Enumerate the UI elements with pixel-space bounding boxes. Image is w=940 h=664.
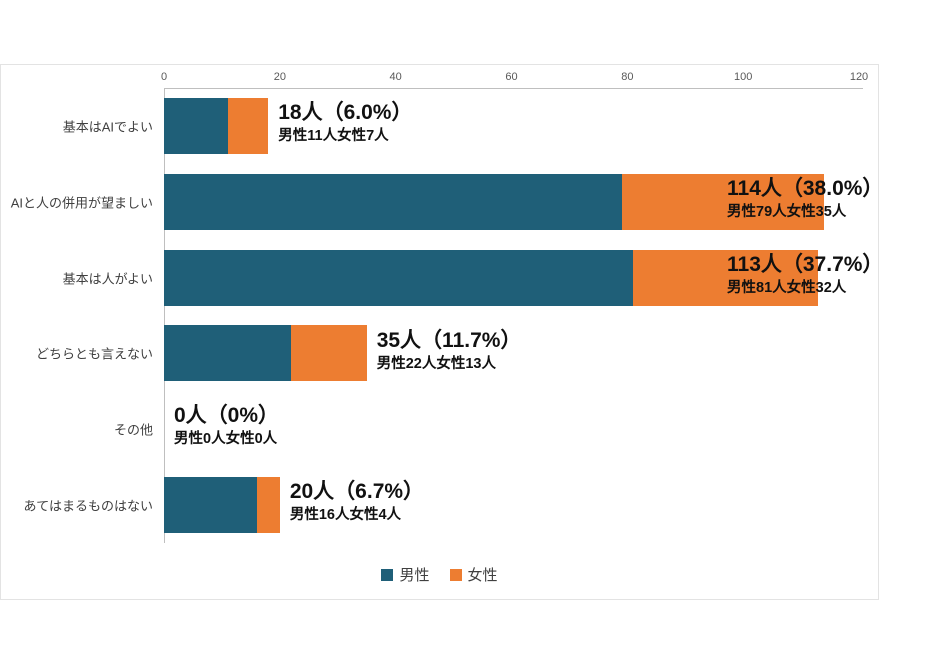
value-label: 114人（38.0%） 男性79人女性35人 (727, 176, 883, 222)
bar-segment-female (633, 249, 819, 306)
bar-row (164, 249, 819, 306)
legend-swatch-icon (381, 568, 394, 581)
x-tick-label: 100 (733, 71, 753, 83)
y-axis-line (164, 88, 165, 543)
bar-segment-male (164, 325, 292, 382)
x-tick-label: 40 (389, 71, 402, 83)
value-label-sub: 男性11人女性7人 (278, 128, 389, 144)
legend-item-female: 女性 (449, 564, 498, 585)
bar-row (164, 173, 825, 230)
value-label: 35人（11.7%） 男性22人女性13人 (377, 328, 522, 374)
bar-segment-female (227, 97, 269, 154)
legend-item-male: 男性 (381, 564, 430, 585)
category-label: その他 (113, 422, 153, 438)
value-label: 0人（0%） 男性0人女性0人 (174, 403, 279, 449)
value-label-main: 0人（0%） (174, 404, 280, 428)
x-tick-label: 0 (160, 71, 168, 83)
bar-segment-female (291, 325, 367, 382)
legend-label: 女性 (467, 567, 498, 584)
chart-frame: 0 20 40 60 80 100 120 基本はAIでよい AIと人の併用が望ましい基本は人… (0, 64, 883, 600)
x-tick-label: 20 (273, 71, 286, 83)
bar-segment-male (164, 173, 622, 230)
legend-label: 男性 (399, 567, 430, 584)
bar-segment-male (164, 97, 228, 154)
bar-row (164, 97, 269, 154)
x-tick-label: 120 (849, 71, 869, 83)
bar-row (164, 477, 280, 534)
value-label-sub: 男性0人女性0人 (174, 431, 278, 448)
bar-segment-male (164, 249, 634, 306)
value-label: 113人（37.7%） 男性81人女性32人 (727, 252, 883, 298)
category-label: 基本はAIでよい (62, 119, 153, 135)
value-label-sub: 男性16人女性4人 (289, 507, 402, 524)
value-label: 20人（6.7%） 男性16人女性4人 (290, 479, 424, 525)
bar-row (164, 325, 367, 382)
bar-segment-male (164, 477, 257, 534)
value-label-main: 18人（6.0%） (278, 101, 413, 124)
x-tick-label: 60 (505, 71, 518, 83)
value-label-main: 35人（11.7%） (376, 328, 522, 352)
value-label-sub: 男性22人女性13人 (376, 355, 496, 372)
value-label-sub: 男性81人女性32人 (727, 279, 847, 296)
x-axis-line (164, 88, 863, 89)
category-label: AIと人の併用が望ましい (10, 195, 153, 211)
bar-segment-female (256, 477, 280, 534)
x-tick-label: 80 (621, 71, 634, 83)
category-label: どちらとも言えない (35, 346, 153, 362)
value-label-main: 20人（6.7%） (289, 480, 425, 504)
value-label: 18人（6.0%） 男性11人女性7人 (278, 100, 412, 146)
legend: 男性 女性 (1, 564, 878, 585)
category-label: 基本は人がよい (62, 271, 153, 287)
bar-segment-female (621, 173, 825, 230)
value-label-main: 114人（38.0%） (727, 176, 884, 200)
legend-swatch-icon (449, 568, 462, 581)
category-label: あてはまるものはない (23, 498, 153, 514)
value-label-sub: 男性79人女性35人 (727, 203, 847, 220)
value-label-main: 113人（37.7%） (727, 252, 884, 276)
